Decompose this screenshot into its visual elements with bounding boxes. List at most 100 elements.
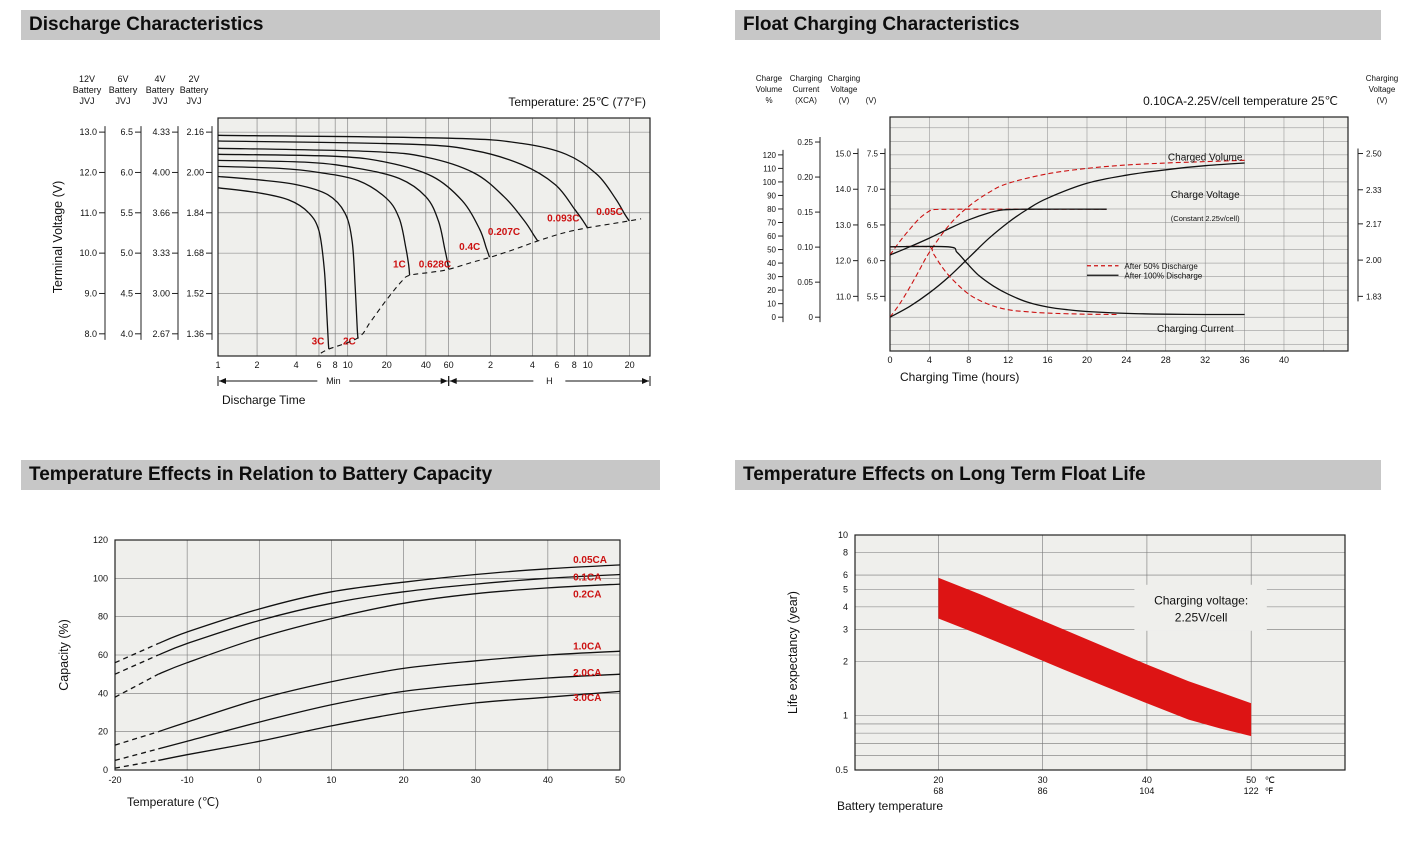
- svg-text:(XCA): (XCA): [795, 96, 817, 105]
- svg-text:40: 40: [767, 259, 776, 268]
- svg-text:4: 4: [530, 360, 535, 370]
- svg-text:100: 100: [93, 573, 108, 583]
- svg-text:30: 30: [471, 775, 481, 785]
- svg-text:30: 30: [1038, 775, 1048, 785]
- svg-text:Capacity (%): Capacity (%): [57, 619, 71, 691]
- svg-text:6: 6: [554, 360, 559, 370]
- svg-text:5.0: 5.0: [120, 248, 133, 258]
- svg-text:68: 68: [933, 786, 943, 796]
- svg-text:Charging Current: Charging Current: [1157, 324, 1234, 335]
- svg-text:110: 110: [763, 164, 776, 173]
- svg-text:60: 60: [767, 232, 776, 241]
- float-life-chart: Charging voltage:2.25V/cell1086543210.52…: [786, 530, 1346, 813]
- svg-text:28: 28: [1161, 355, 1171, 365]
- svg-text:10.0: 10.0: [79, 248, 97, 258]
- svg-text:4.00: 4.00: [152, 167, 170, 177]
- svg-text:0.05CA: 0.05CA: [573, 555, 607, 566]
- svg-text:4: 4: [843, 602, 848, 612]
- svg-text:4: 4: [294, 360, 299, 370]
- svg-text:10: 10: [838, 530, 848, 540]
- svg-text:Volume: Volume: [756, 85, 783, 94]
- svg-text:3C: 3C: [312, 337, 325, 348]
- section-header-discharge: Discharge Characteristics: [21, 10, 660, 40]
- section-header-float-charging: Float Charging Characteristics: [735, 10, 1381, 40]
- svg-text:7.5: 7.5: [867, 150, 879, 159]
- svg-text:-10: -10: [181, 775, 194, 785]
- svg-text:8: 8: [333, 360, 338, 370]
- svg-text:15.0: 15.0: [835, 150, 851, 159]
- svg-text:2.25V/cell: 2.25V/cell: [1175, 610, 1228, 624]
- svg-text:2V: 2V: [188, 74, 199, 84]
- svg-text:Battery temperature: Battery temperature: [837, 799, 943, 813]
- section-title-discharge: Discharge Characteristics: [29, 14, 264, 35]
- svg-text:0.2CA: 0.2CA: [573, 590, 601, 601]
- svg-text:Charging Time (hours): Charging Time (hours): [900, 370, 1019, 384]
- svg-text:Charging: Charging: [1366, 74, 1398, 83]
- section-title-temp-capacity: Temperature Effects in Relation to Batte…: [29, 464, 493, 485]
- svg-text:60: 60: [444, 360, 454, 370]
- svg-text:12: 12: [1003, 355, 1013, 365]
- svg-text:0.4C: 0.4C: [459, 242, 480, 253]
- svg-text:0.5: 0.5: [835, 765, 848, 775]
- svg-text:20: 20: [98, 727, 108, 737]
- svg-text:4.33: 4.33: [152, 127, 170, 137]
- svg-text:0.628C: 0.628C: [419, 259, 451, 270]
- svg-text:(V): (V): [839, 96, 850, 105]
- svg-text:JVJ: JVJ: [186, 96, 201, 106]
- svg-text:0.25: 0.25: [797, 138, 813, 147]
- svg-text:1.52: 1.52: [186, 288, 204, 298]
- svg-text:104: 104: [1139, 786, 1154, 796]
- svg-text:1: 1: [843, 711, 848, 721]
- svg-text:20: 20: [399, 775, 409, 785]
- svg-text:-20: -20: [108, 775, 121, 785]
- svg-text:Charge Voltage: Charge Voltage: [1171, 190, 1240, 201]
- svg-text:8: 8: [572, 360, 577, 370]
- svg-text:90: 90: [767, 191, 776, 200]
- svg-text:After 50% Discharge: After 50% Discharge: [1124, 262, 1198, 271]
- svg-text:12V: 12V: [79, 74, 95, 84]
- svg-text:6.5: 6.5: [867, 221, 879, 230]
- svg-text:%: %: [765, 96, 772, 105]
- svg-text:20: 20: [382, 360, 392, 370]
- svg-text:30: 30: [767, 273, 776, 282]
- svg-text:50: 50: [1246, 775, 1256, 785]
- svg-text:40: 40: [98, 688, 108, 698]
- svg-text:0: 0: [257, 775, 262, 785]
- svg-text:20: 20: [767, 286, 776, 295]
- svg-text:Min: Min: [326, 376, 341, 386]
- svg-text:1.68: 1.68: [186, 248, 204, 258]
- svg-text:20: 20: [933, 775, 943, 785]
- svg-text:16: 16: [1043, 355, 1053, 365]
- svg-text:12.0: 12.0: [835, 257, 851, 266]
- svg-text:Charging: Charging: [790, 74, 822, 83]
- svg-text:3.0CA: 3.0CA: [573, 693, 601, 704]
- svg-text:0: 0: [772, 313, 777, 322]
- svg-text:80: 80: [98, 612, 108, 622]
- section-header-float-life: Temperature Effects on Long Term Float L…: [735, 460, 1381, 490]
- svg-text:3: 3: [843, 624, 848, 634]
- svg-text:2.67: 2.67: [152, 329, 170, 339]
- svg-text:JVJ: JVJ: [152, 96, 167, 106]
- svg-text:0: 0: [887, 355, 892, 365]
- svg-text:1.83: 1.83: [1366, 292, 1382, 301]
- svg-text:80: 80: [767, 205, 776, 214]
- svg-text:13.0: 13.0: [835, 221, 851, 230]
- svg-text:JVJ: JVJ: [79, 96, 94, 106]
- svg-text:Battery: Battery: [109, 85, 138, 95]
- svg-text:6: 6: [316, 360, 321, 370]
- float-charging-chart: 1201101009080706050403020100ChargeVolume…: [756, 74, 1399, 384]
- svg-text:40: 40: [1279, 355, 1289, 365]
- svg-text:JVJ: JVJ: [115, 96, 130, 106]
- svg-text:24: 24: [1121, 355, 1131, 365]
- svg-text:Battery: Battery: [73, 85, 102, 95]
- svg-text:6.0: 6.0: [867, 257, 879, 266]
- svg-text:2: 2: [488, 360, 493, 370]
- svg-text:120: 120: [763, 151, 777, 160]
- svg-text:0.05C: 0.05C: [596, 207, 623, 218]
- svg-text:100: 100: [763, 178, 777, 187]
- svg-text:0.10: 0.10: [797, 243, 813, 252]
- svg-text:0.207C: 0.207C: [488, 227, 520, 238]
- svg-text:6.0: 6.0: [120, 167, 133, 177]
- svg-text:2.17: 2.17: [1366, 220, 1382, 229]
